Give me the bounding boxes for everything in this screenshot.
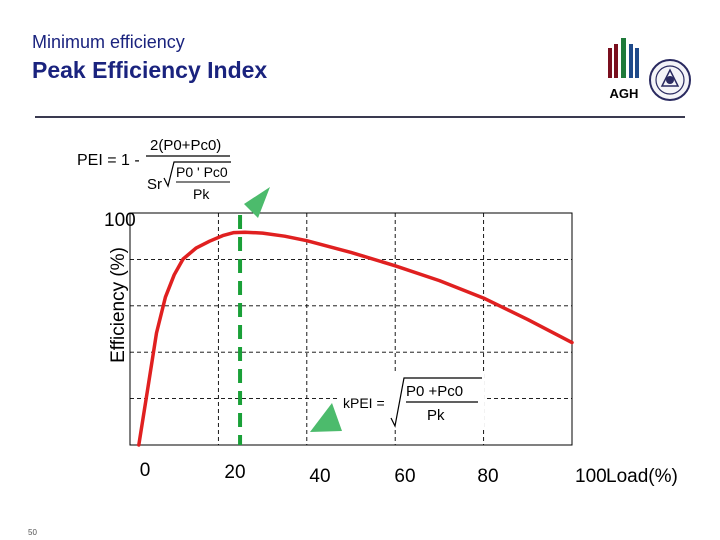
x-tick-label: 20 [224, 462, 245, 483]
y-tick-label: 100 [104, 210, 136, 231]
pei-formula: PEI = 1 - 2(P0+Pc0) Sr P0 ' Pc0 Pk [77, 137, 231, 202]
x-tick-label: 40 [309, 466, 330, 487]
pei-formula-root-denominator: Pk [193, 186, 210, 202]
x-tick-label: 0 [140, 460, 151, 481]
pei-formula-lhs: PEI = 1 - [77, 152, 140, 169]
x-tick-label: 100 [575, 466, 607, 487]
kpei-formula: kPEI = P0 +Pc0 Pk [338, 374, 484, 430]
kpei-formula-denominator: Pk [427, 407, 445, 424]
x-axis-label: Load(%) [606, 466, 678, 487]
slide-title: Peak Efficiency Index [32, 57, 268, 83]
pei-formula-numerator: 2(P0+Pc0) [150, 137, 221, 154]
x-tick-label: 80 [477, 466, 498, 487]
pei-formula-sr: Sr [147, 176, 162, 193]
agh-logo: AGH [608, 38, 639, 100]
plot-frame [129, 212, 573, 446]
university-seal-icon [649, 59, 691, 101]
kpei-marker-icon [310, 403, 342, 432]
peak-marker-icon [244, 187, 270, 218]
efficiency-series-line [137, 230, 574, 447]
x-tick-label: 60 [394, 466, 415, 487]
kpei-formula-lhs: kPEI = [343, 395, 385, 411]
slide-subtitle: Minimum efficiency [32, 32, 185, 52]
x-tick-labels: 0 20 40 60 80 100 [140, 460, 607, 487]
kpei-formula-numerator: P0 +Pc0 [406, 383, 463, 400]
y-tick-labels: 100 [104, 210, 136, 231]
pei-formula-root-numerator: P0 ' Pc0 [176, 164, 228, 180]
agh-logo-text: AGH [610, 86, 639, 100]
slide-number: 50 [28, 528, 37, 537]
y-axis-label: Efficiency (%) [108, 247, 129, 363]
title-divider [35, 116, 685, 118]
